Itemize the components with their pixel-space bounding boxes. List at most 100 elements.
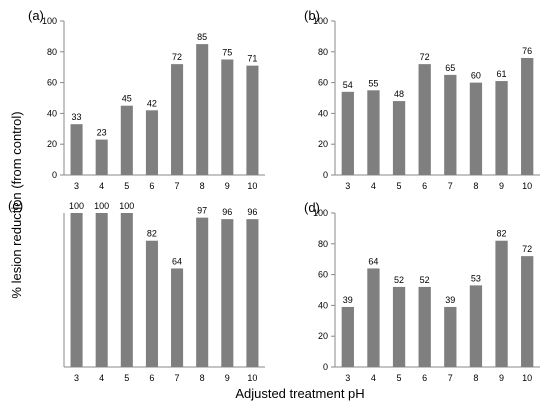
x-tick-label: 9 [499, 181, 504, 191]
x-tick-label: 6 [422, 181, 427, 191]
bar [145, 110, 158, 175]
y-tick-label: 20 [318, 331, 328, 341]
bar-value-label: 96 [222, 207, 232, 217]
bar [521, 57, 534, 175]
bar-value-label: 39 [343, 295, 353, 305]
bar [145, 240, 158, 367]
bar [70, 213, 83, 367]
bar [367, 268, 380, 367]
bar-value-label: 76 [522, 46, 532, 56]
y-tick-label: 100 [42, 16, 57, 26]
y-tick-label: 100 [313, 208, 328, 218]
y-tick-label: 80 [318, 47, 328, 57]
bar [392, 286, 406, 367]
bar-value-label: 100 [69, 201, 84, 211]
x-tick-label: 4 [371, 181, 376, 191]
bar-value-label: 61 [497, 69, 507, 79]
x-tick-label: 7 [175, 373, 180, 383]
bar-value-label: 71 [247, 54, 257, 64]
bar-value-label: 60 [471, 71, 481, 81]
x-tick-label: 3 [74, 181, 79, 191]
bar [495, 81, 508, 175]
x-tick-label: 5 [124, 181, 129, 191]
bar-value-label: 52 [394, 275, 404, 285]
y-tick-label: 40 [47, 108, 57, 118]
x-tick-label: 8 [473, 181, 478, 191]
x-tick-label: 9 [499, 373, 504, 383]
y-tick-label: 20 [47, 139, 57, 149]
x-tick-label: 4 [99, 181, 104, 191]
x-tick-label: 7 [448, 181, 453, 191]
x-tick-label: 3 [74, 373, 79, 383]
y-tick-label: 0 [323, 362, 328, 372]
bar [469, 82, 483, 175]
y-tick-label: 100 [313, 16, 328, 26]
bar [444, 74, 457, 175]
x-tick-label: 6 [149, 181, 154, 191]
x-tick-label: 3 [345, 181, 350, 191]
bar-value-label: 45 [122, 94, 132, 104]
bar-value-label: 64 [172, 256, 182, 266]
bar-value-label: 72 [420, 52, 430, 62]
chart-panel: (d) 0 20 40 60 80 100 39 3 64 4 52 5 52 6 39 7 53 8 82 9 72 10 [304, 200, 540, 383]
y-tick-label: 60 [318, 78, 328, 88]
x-tick-label: 5 [397, 373, 402, 383]
bar [418, 64, 431, 175]
bar-value-label: 39 [445, 295, 455, 305]
bar [120, 105, 133, 175]
bar [246, 65, 259, 175]
y-axis-title: % lesion reduction (from control) [9, 111, 24, 298]
panel-label: (b) [304, 8, 320, 23]
x-tick-label: 9 [225, 373, 230, 383]
x-tick-label: 10 [522, 181, 532, 191]
x-tick-label: 10 [247, 373, 257, 383]
bar [171, 64, 184, 175]
bar [469, 285, 483, 367]
bar-value-label: 100 [94, 201, 109, 211]
x-tick-label: 10 [522, 373, 532, 383]
bar-value-label: 85 [197, 32, 207, 42]
bar [521, 256, 534, 367]
bar-value-label: 42 [147, 98, 157, 108]
bar-value-label: 82 [497, 229, 507, 239]
panel-label: (a) [28, 8, 44, 23]
bar-value-label: 55 [368, 78, 378, 88]
bar-value-label: 54 [343, 80, 353, 90]
bar [246, 219, 259, 367]
bar [171, 268, 184, 367]
x-tick-label: 10 [247, 181, 257, 191]
bar-value-label: 52 [420, 275, 430, 285]
y-tick-label: 20 [318, 139, 328, 149]
y-tick-label: 60 [318, 270, 328, 280]
y-tick-label: 60 [47, 78, 57, 88]
panel-label: (c) [8, 198, 23, 213]
bar [196, 217, 209, 367]
x-tick-label: 4 [99, 373, 104, 383]
y-tick-label: 80 [318, 239, 328, 249]
bar-value-label: 75 [222, 48, 232, 58]
x-axis-title: Adjusted treatment pH [235, 386, 364, 401]
bar [341, 306, 354, 367]
bar-value-label: 97 [197, 206, 207, 216]
panel-label: (d) [304, 200, 320, 215]
bar-value-label: 72 [172, 52, 182, 62]
bar [392, 101, 406, 175]
bar [70, 124, 83, 175]
bar-value-label: 96 [247, 207, 257, 217]
y-tick-label: 40 [318, 300, 328, 310]
chart-panel: (b) 0 20 40 60 80 100 54 3 55 4 48 5 72 6 65 7 60 8 61 9 76 10 [304, 8, 540, 191]
bar-value-label: 33 [72, 112, 82, 122]
bar-value-label: 64 [368, 256, 378, 266]
bar [495, 240, 508, 367]
bar-value-label: 82 [147, 229, 157, 239]
x-tick-label: 4 [371, 373, 376, 383]
bar-value-label: 65 [445, 63, 455, 73]
bar [196, 44, 209, 175]
x-tick-label: 5 [124, 373, 129, 383]
x-tick-label: 8 [200, 181, 205, 191]
y-tick-label: 0 [323, 170, 328, 180]
panels: (a)0204060801003332344554267278587597110… [8, 8, 540, 383]
x-tick-label: 6 [149, 373, 154, 383]
bar [341, 91, 354, 175]
